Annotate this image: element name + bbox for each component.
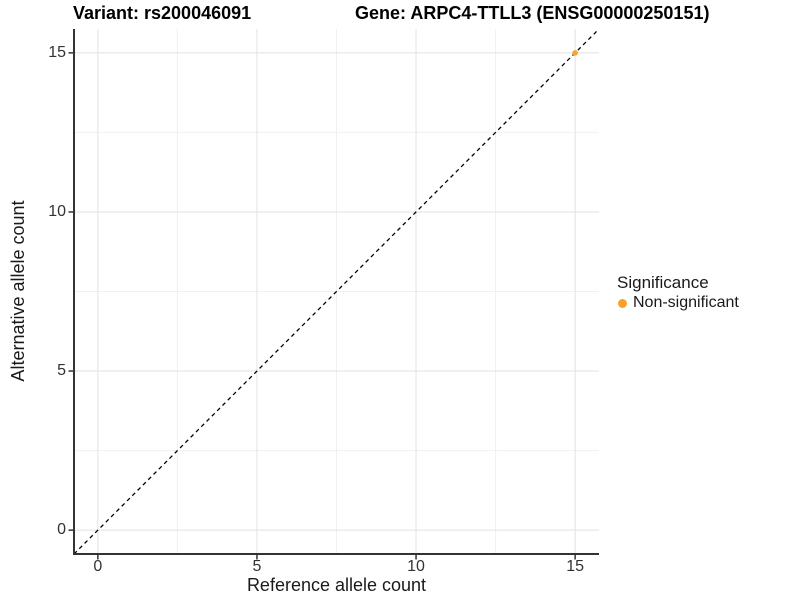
x-tick-label: 15 (566, 558, 585, 575)
plot-title-variant: Variant: rs200046091 (73, 3, 252, 23)
identity-dashed-line (73, 28, 600, 555)
legend-entry: Non-significant (617, 293, 739, 313)
legend-entry-label: Non-significant (633, 294, 739, 311)
data-point (572, 50, 578, 56)
y-tick-label: 15 (48, 43, 66, 61)
legend-title: Significance (617, 273, 709, 292)
x-tick-label: 5 (252, 558, 262, 575)
legend-point-icon (618, 299, 627, 308)
legend: Significance Non-significant (617, 273, 739, 313)
plot-title-gene: Gene: ARPC4-TTLL3 (ENSG00000250151) (355, 3, 710, 23)
x-tick-label: 10 (407, 558, 425, 575)
y-axis-title: Alternative allele count (8, 200, 28, 382)
x-tick-label: 0 (93, 558, 103, 575)
x-axis-title: Reference allele count (246, 575, 427, 595)
y-tick-label: 0 (57, 521, 66, 539)
y-tick-label: 5 (57, 362, 66, 380)
y-tick-label: 10 (48, 202, 66, 220)
